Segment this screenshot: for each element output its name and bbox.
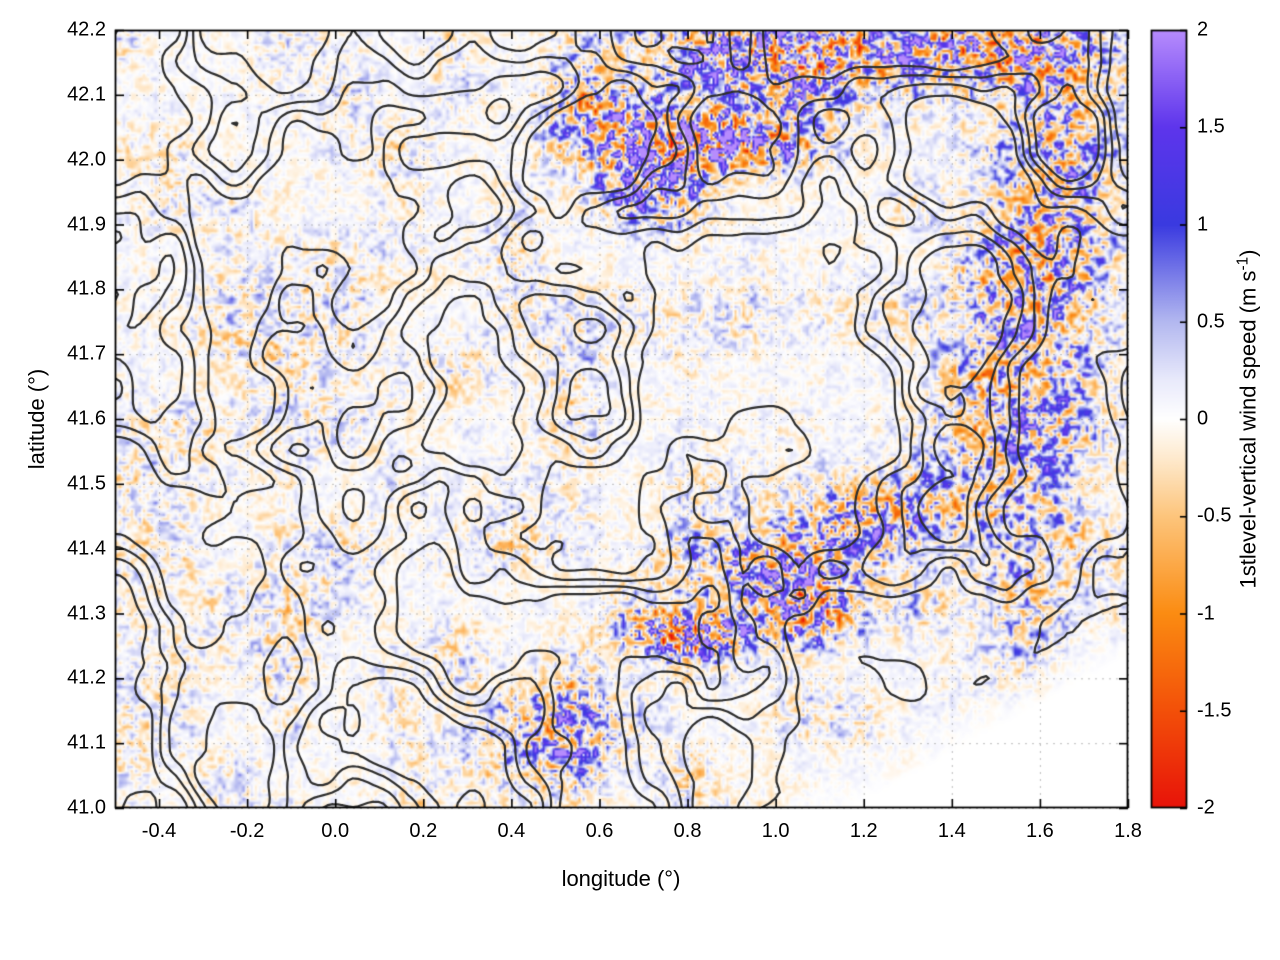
colorbar-label-close: ) — [1235, 249, 1261, 257]
x-axis-label: longitude (°) — [561, 866, 681, 891]
y-axis-label: latitude (°) — [24, 368, 49, 470]
colorbar-label: 1stlevel-vertical wind speed (m s-1) — [1234, 250, 1261, 589]
colorbar-label-text: 1stlevel-vertical wind speed (m s — [1235, 270, 1261, 589]
colorbar-label-superscript: -1 — [1234, 256, 1252, 271]
